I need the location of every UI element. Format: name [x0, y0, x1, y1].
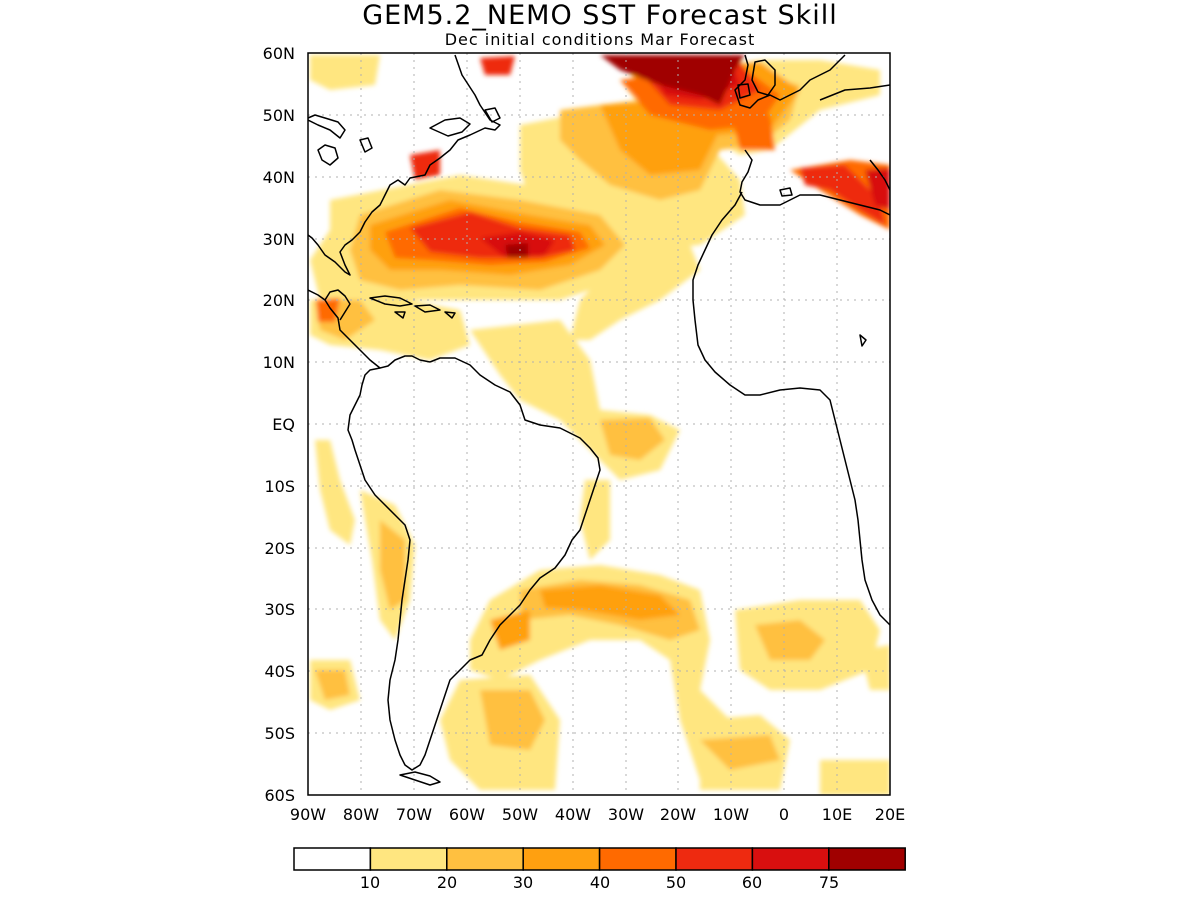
lat-label: 30S	[264, 600, 295, 619]
colorbar-labels: 10 20 30 40 50 60 75	[360, 873, 839, 892]
colorbar-tick-label: 60	[742, 873, 762, 892]
lon-label: 10E	[822, 805, 852, 824]
lon-label: 70W	[396, 805, 432, 824]
lon-labels: 90W 80W 70W 60W 50W 40W 30W 20W 10W 0 10…	[290, 805, 905, 824]
colorbar-swatch	[598, 847, 677, 871]
colorbar-swatch	[369, 847, 448, 871]
lon-label: 20W	[660, 805, 696, 824]
colorbar-tick-label: 20	[437, 873, 457, 892]
lat-label: 60S	[264, 786, 295, 805]
lon-label: 10W	[713, 805, 749, 824]
colorbar-swatch	[522, 847, 601, 871]
colorbar-tick-label: 40	[590, 873, 610, 892]
lat-label: 10N	[263, 353, 295, 372]
lon-label: 60W	[449, 805, 485, 824]
colorbar-tick-label: 50	[666, 873, 686, 892]
lon-label: 20E	[875, 805, 905, 824]
coastlines	[308, 54, 890, 786]
colorbar-swatch	[828, 847, 906, 871]
map-gridlines	[308, 53, 890, 795]
colorbar-tick-label: 10	[360, 873, 380, 892]
lon-label: 80W	[343, 805, 379, 824]
lat-label: 40N	[263, 168, 295, 187]
lat-label: 60N	[263, 44, 295, 63]
colorbar-swatch	[751, 847, 830, 871]
map-subtitle: Dec initial conditions Mar Forecast	[444, 30, 756, 49]
lat-label: 50N	[263, 106, 295, 125]
colorbar-tick-label: 75	[819, 873, 839, 892]
colorbar-swatch	[675, 847, 754, 871]
colorbar	[293, 847, 906, 871]
lat-label: 20N	[263, 291, 295, 310]
lat-label: 30N	[263, 230, 295, 249]
lat-label: 10S	[264, 477, 295, 496]
colorbar-tick-label: 30	[513, 873, 533, 892]
lon-label: 0	[779, 805, 789, 824]
map-frame	[307, 52, 891, 796]
colorbar-swatch	[293, 847, 372, 871]
lat-label: 40S	[264, 662, 295, 681]
lat-label: 20S	[264, 539, 295, 558]
lon-label: 50W	[502, 805, 538, 824]
skill-shading	[310, 55, 890, 795]
lat-label: 50S	[264, 724, 295, 743]
colorbar-swatch	[446, 847, 524, 871]
lon-label: 30W	[608, 805, 644, 824]
lat-labels: 60N 50N 40N 30N 20N 10N EQ 10S 20S 30S 4…	[263, 44, 295, 805]
lon-label: 90W	[290, 805, 326, 824]
map-title: GEM5.2_NEMO SST Forecast Skill	[362, 0, 838, 31]
lon-label: 40W	[555, 805, 591, 824]
lat-label: EQ	[272, 415, 295, 434]
